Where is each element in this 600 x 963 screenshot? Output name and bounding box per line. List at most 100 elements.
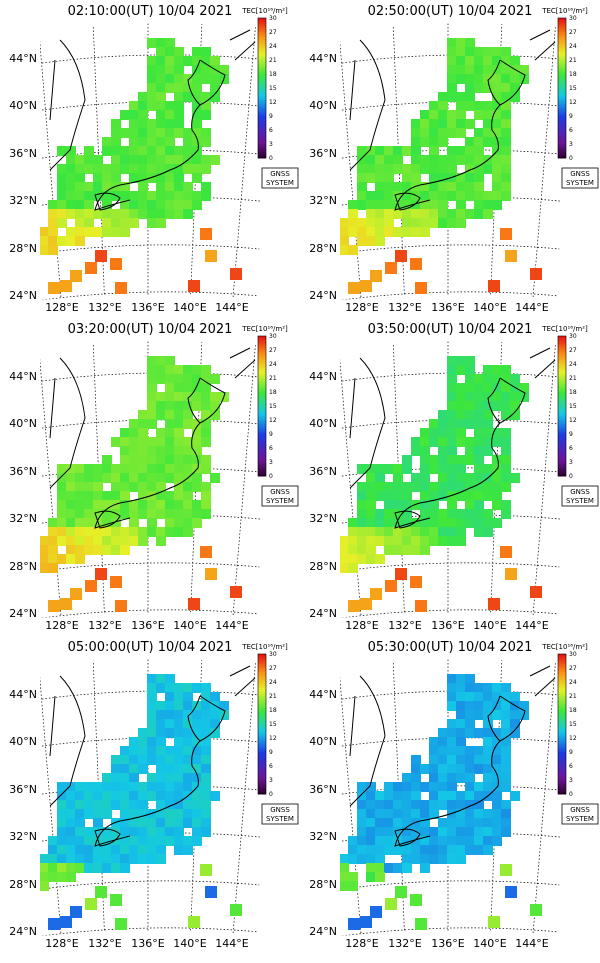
tec-cell — [393, 791, 403, 801]
colorbar-tick: 12 — [269, 417, 277, 424]
tec-cell — [474, 74, 484, 84]
colorbar-segment — [558, 738, 566, 741]
tec-cell — [111, 182, 121, 192]
tec-cell — [111, 482, 121, 492]
tec-cell — [510, 410, 520, 420]
colorbar-tick: 3 — [269, 777, 273, 784]
tec-cell — [120, 755, 130, 765]
colorbar-segment — [258, 376, 266, 379]
tec-cell — [192, 101, 202, 111]
tec-cell — [456, 65, 466, 75]
tec-cell — [66, 209, 76, 219]
tec-cell — [138, 482, 148, 492]
tec-cell — [366, 509, 376, 519]
tec-cell — [192, 728, 202, 738]
tec-cell — [456, 200, 466, 210]
colorbar-segment — [558, 152, 566, 155]
tec-cell — [501, 401, 511, 411]
tec-cell — [183, 365, 193, 375]
tec-cell — [165, 455, 175, 465]
tec-cell — [375, 827, 385, 837]
tec-cell — [129, 818, 139, 828]
tec-cell — [429, 209, 439, 219]
panel-title: 02:10:00(UT) 10/04 2021 — [68, 4, 233, 19]
tec-cell — [483, 128, 493, 138]
tec-cell — [474, 482, 484, 492]
tec-cell — [429, 137, 439, 147]
tec-cell — [147, 464, 157, 474]
tec-cell — [438, 164, 448, 174]
tec-cell — [120, 218, 130, 228]
tec-map-panel: 02:50:00(UT) 10/04 202144°N40°N36°N32°N2… — [309, 4, 599, 314]
tec-cell — [156, 509, 166, 519]
tec-cell — [474, 728, 484, 738]
tec-cell — [348, 836, 358, 846]
colorbar-segment — [258, 762, 266, 765]
tec-cell — [438, 755, 448, 765]
tec-cell — [138, 800, 148, 810]
tec-cell — [357, 182, 367, 192]
tec-cell — [129, 518, 139, 528]
tec-cell — [411, 173, 421, 183]
colorbar-segment — [558, 136, 566, 139]
tec-cell — [357, 854, 367, 864]
colorbar-segment — [258, 748, 266, 751]
colorbar-segment — [258, 86, 266, 89]
colorbar-segment — [558, 352, 566, 355]
tec-cell — [393, 464, 403, 474]
tec-cell — [375, 791, 385, 801]
tec-cell — [75, 236, 85, 246]
tec-cell — [510, 791, 520, 801]
tec-cell — [111, 518, 121, 528]
colorbar-segment — [258, 28, 266, 31]
tec-cell — [384, 146, 394, 156]
colorbar-segment — [558, 94, 566, 97]
tec-cell — [66, 164, 76, 174]
tec-cell — [57, 209, 67, 219]
tec-cell — [465, 56, 475, 66]
tec-cell — [188, 280, 200, 292]
lat-label: 40°N — [9, 99, 37, 112]
coastline — [49, 29, 256, 211]
tec-cell — [447, 419, 457, 429]
tec-cell — [174, 164, 184, 174]
tec-cell — [183, 392, 193, 402]
tec-cell — [474, 437, 484, 447]
tec-cell — [165, 791, 175, 801]
tec-cell — [456, 56, 466, 66]
tec-cell — [165, 74, 175, 84]
tec-cell — [48, 236, 58, 246]
tec-cell — [505, 250, 517, 262]
tec-cell — [120, 764, 130, 774]
tec-cell — [75, 800, 85, 810]
tec-cell — [102, 164, 112, 174]
tec-cell — [138, 500, 148, 510]
colorbar-title: TEC[10¹⁶/m²] — [541, 325, 588, 333]
tec-cell — [402, 455, 412, 465]
tec-cell — [501, 818, 511, 828]
tec-cell — [147, 509, 157, 519]
tec-cell — [366, 473, 376, 483]
tec-cell — [393, 191, 403, 201]
tec-cell — [156, 737, 166, 747]
tec-cell — [129, 809, 139, 819]
tec-cell — [129, 509, 139, 519]
tec-cell — [465, 473, 475, 483]
tec-cell — [456, 218, 466, 228]
colorbar-segment — [258, 52, 266, 55]
tec-cell — [48, 872, 58, 882]
tec-cell — [357, 809, 367, 819]
tec-cell — [174, 764, 184, 774]
lat-label: 24°N — [309, 289, 337, 302]
colorbar-segment — [258, 100, 266, 103]
tec-cell — [420, 536, 430, 546]
colorbar-tick: 24 — [569, 679, 577, 686]
colorbar-segment — [258, 80, 266, 83]
tec-cell — [192, 827, 202, 837]
tec-cell — [57, 854, 67, 864]
tec-cell — [147, 119, 157, 129]
colorbar-segment — [258, 114, 266, 117]
tec-cell — [465, 92, 475, 102]
tec-cell — [456, 728, 466, 738]
